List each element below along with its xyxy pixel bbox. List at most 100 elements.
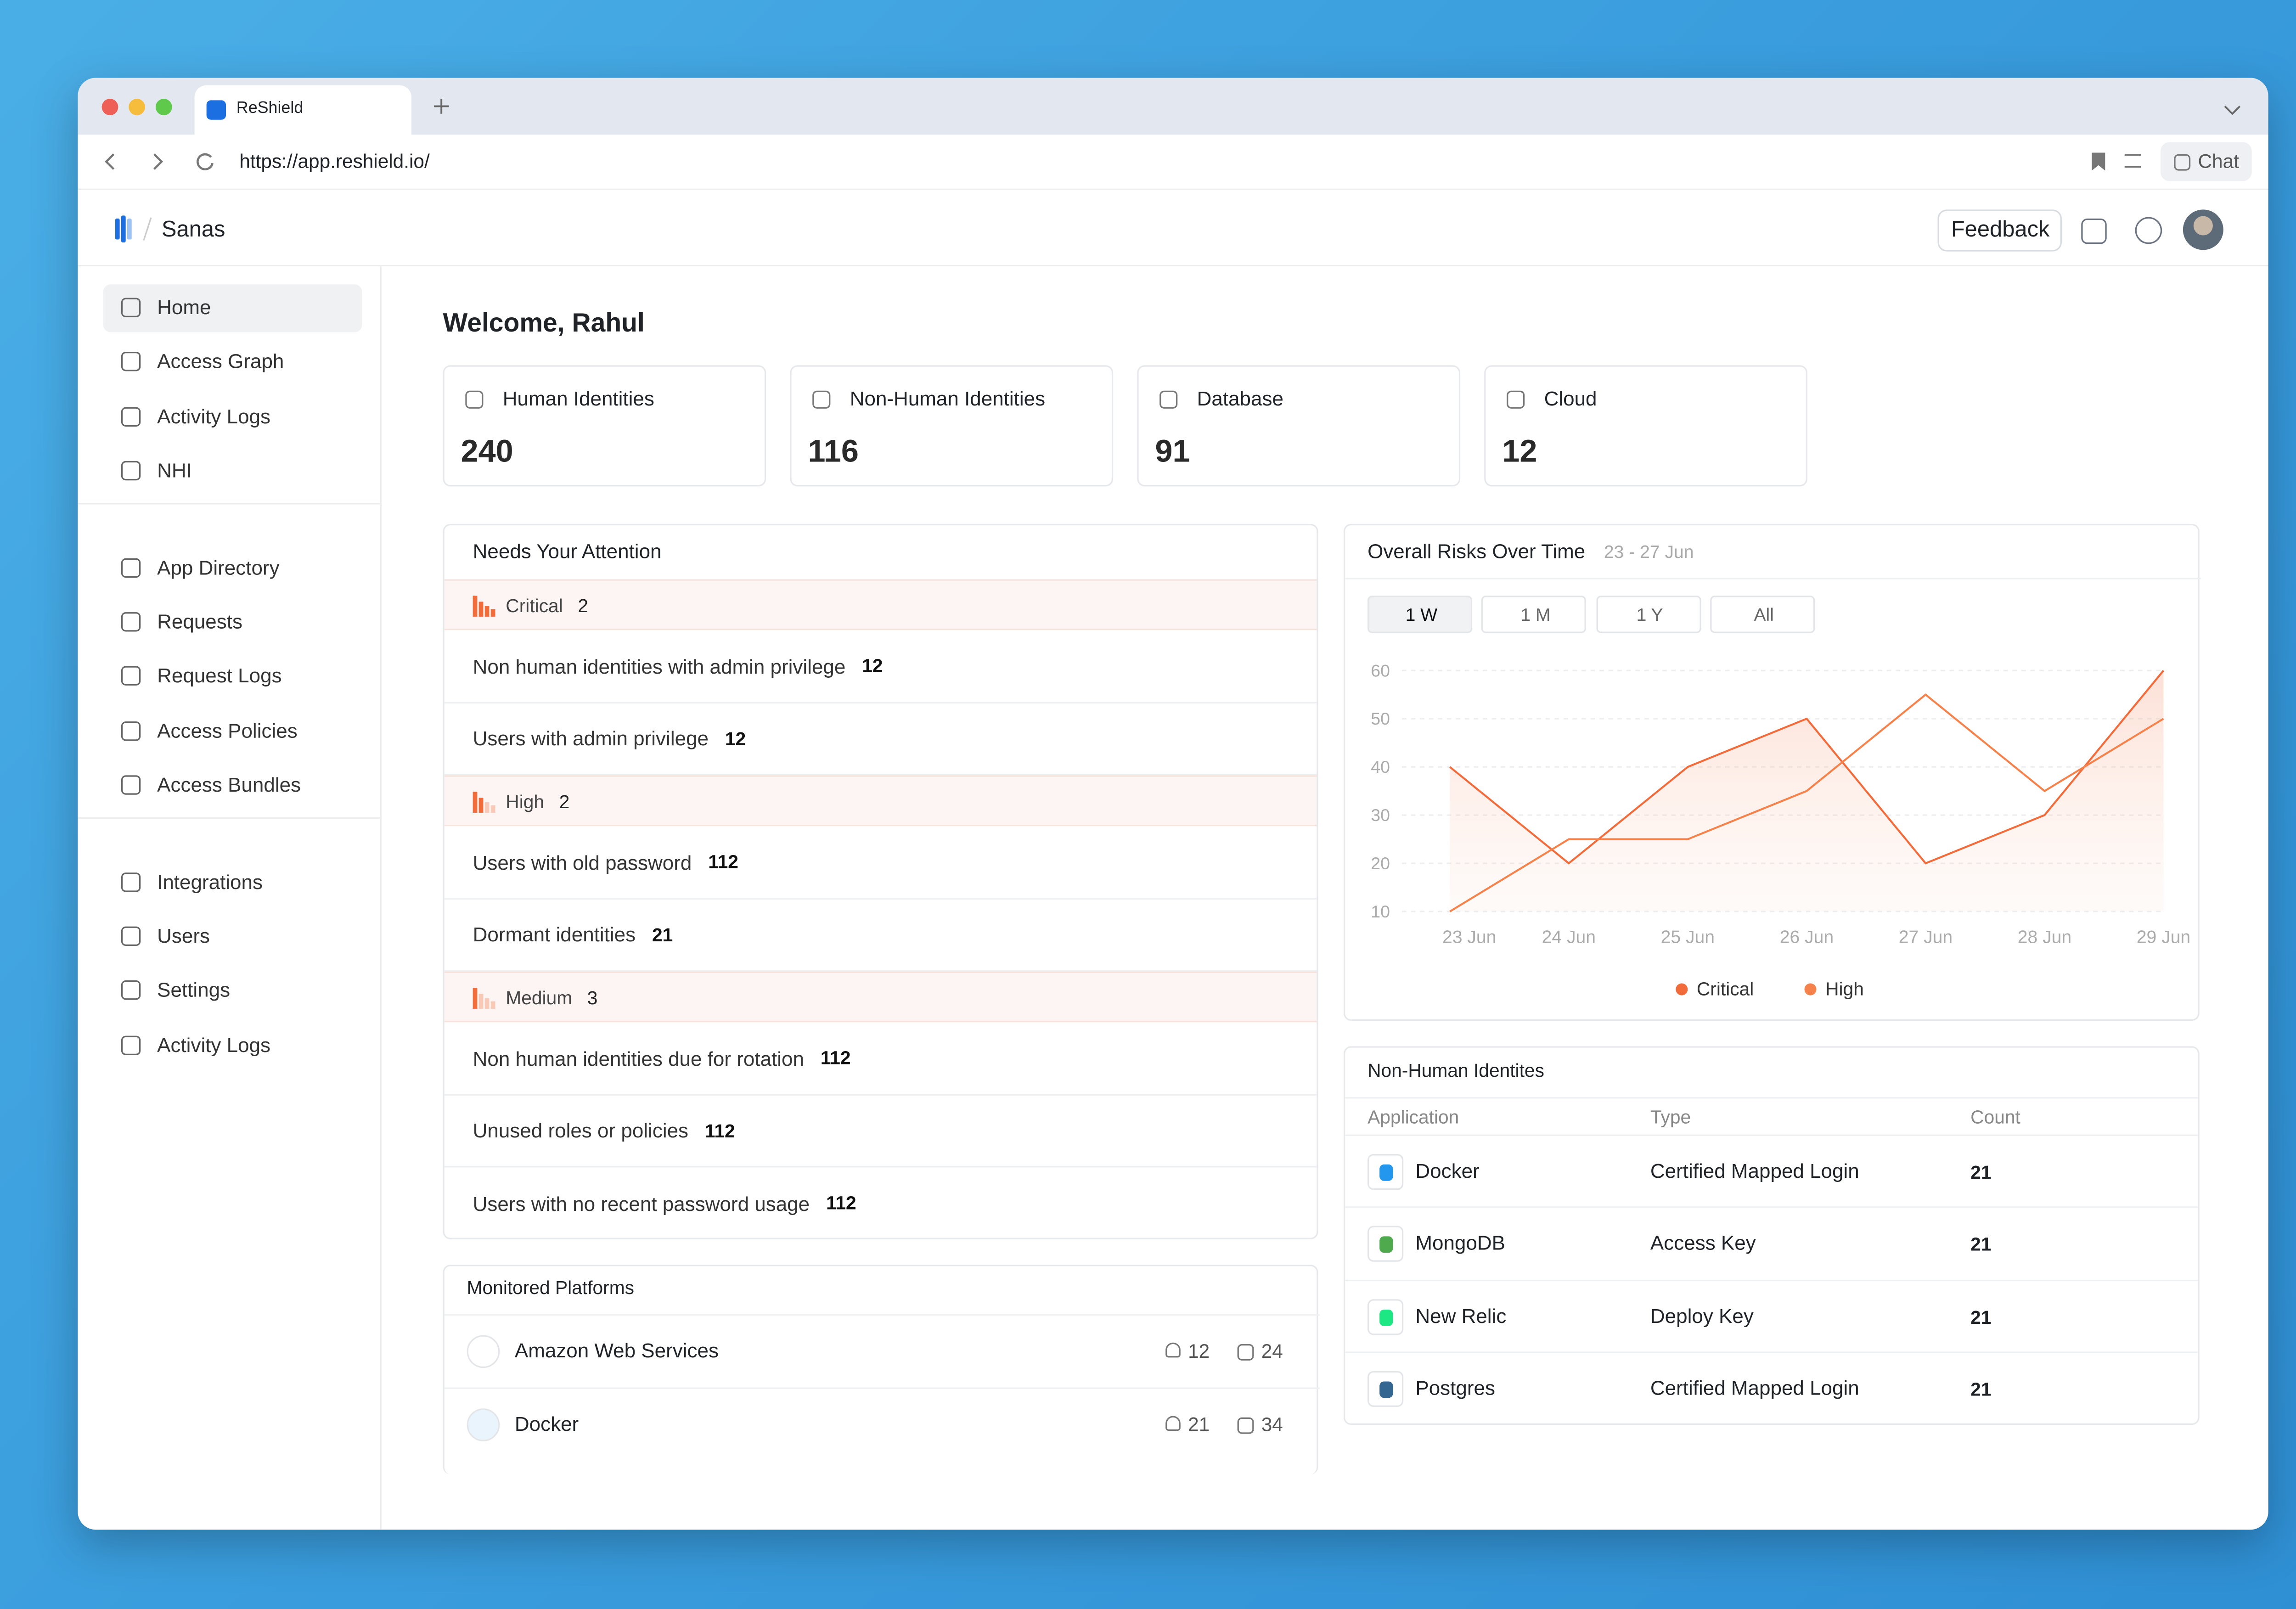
platform-row[interactable]: Docker 21 34	[444, 1386, 1320, 1459]
panel-title: Non-Human Identites	[1367, 1060, 1544, 1081]
range-label: 1 Y	[1636, 604, 1663, 625]
stat-value: 116	[808, 434, 859, 469]
icon[interactable]	[2081, 218, 2107, 244]
nav-label: Request Logs	[157, 665, 282, 688]
window-control[interactable]	[155, 99, 172, 115]
icon	[812, 390, 831, 409]
table-header: Application Type Count	[1345, 1097, 2198, 1136]
attention-label: Unused roles or policies	[473, 1120, 689, 1142]
feedback-button[interactable]: Feedback	[1937, 209, 2062, 252]
y-tick-label: 60	[1371, 661, 1390, 680]
nav-item[interactable]: Access Policies	[103, 708, 362, 755]
window-control[interactable]	[101, 99, 118, 115]
app-logo	[1367, 1226, 1404, 1263]
tab[interactable]: ReShield	[194, 85, 412, 135]
new-tab-button[interactable]	[431, 96, 452, 117]
severity-header: Medium 3	[444, 971, 1317, 1023]
nav-item[interactable]: Requests	[103, 599, 362, 647]
attention-row[interactable]: Users with admin privilege 12	[444, 703, 1317, 776]
range-button[interactable]: 1 W	[1367, 596, 1473, 633]
attention-count: 112	[704, 1120, 735, 1142]
nav-item[interactable]: Users	[103, 913, 362, 961]
table-row[interactable]: Postgres Certified Mapped Login 21	[1345, 1353, 2198, 1423]
logo-bar	[121, 215, 126, 243]
nav-button[interactable]	[102, 151, 123, 172]
panel-title: Monitored Platforms	[467, 1277, 635, 1299]
workspace-name[interactable]: Sanas	[161, 217, 225, 243]
icon	[121, 557, 141, 577]
table-row[interactable]: New Relic Deploy Key 21	[1345, 1281, 2198, 1354]
tab-menu[interactable]	[2223, 99, 2241, 115]
severity-icon	[478, 994, 483, 1009]
range-button[interactable]: All	[1710, 596, 1815, 633]
table-row[interactable]: MongoDB Access Key 21	[1345, 1209, 2198, 1281]
icon	[121, 721, 141, 741]
line	[1449, 693, 2164, 912]
chat-label: Chat	[2198, 150, 2239, 173]
icon	[121, 981, 141, 1001]
severity-icon	[490, 609, 495, 617]
window-control[interactable]	[129, 99, 146, 115]
logo-mark	[1379, 1164, 1393, 1181]
avatar[interactable]	[2183, 209, 2223, 250]
attention-text: Non human identities with admin privileg…	[473, 653, 1281, 680]
attention-count: 12	[862, 655, 883, 677]
app: Sanas Feedback Home Access Graph Activity Lo…	[78, 190, 2268, 1530]
severity-icon	[473, 988, 477, 1009]
nav-item[interactable]: App Directory	[103, 544, 362, 592]
attention-count: 112	[708, 851, 738, 873]
nav-item[interactable]: Access Graph	[103, 339, 362, 387]
bot-count: 24	[1261, 1339, 1283, 1362]
attention-label: Dormant identities	[473, 923, 636, 946]
logo-mark	[1379, 1382, 1393, 1398]
icon	[465, 390, 484, 409]
nav-label: App Directory	[157, 556, 280, 579]
logo-bar	[115, 218, 120, 240]
chat-button[interactable]: Chat	[2160, 142, 2252, 181]
nhi-table: Non-Human Identites Application Type Count D…	[1343, 1046, 2200, 1425]
nav-button[interactable]	[148, 151, 169, 172]
x-tick-label: 28 Jun	[2018, 927, 2071, 947]
icon	[121, 406, 141, 427]
nav-item[interactable]: Settings	[103, 968, 362, 1015]
nav-item[interactable]: Activity Logs	[103, 394, 362, 441]
severity-name: High	[506, 792, 545, 813]
severity-icon	[478, 798, 483, 813]
severity-icon	[484, 998, 489, 1009]
table-row[interactable]: Docker Certified Mapped Login 21	[1345, 1136, 2198, 1209]
nav-item[interactable]: NHI	[103, 448, 362, 495]
attention-row[interactable]: Users with no recent password usage 112	[445, 1167, 1317, 1238]
divider	[78, 502, 382, 504]
bookmark-icon[interactable]	[2092, 152, 2105, 171]
x-tick-label: 27 Jun	[1899, 927, 1953, 947]
attention-row[interactable]: Users with old password 112	[444, 826, 1317, 899]
nav-item[interactable]: Integrations	[103, 859, 362, 906]
attention-row[interactable]: Dormant identities 21	[444, 899, 1317, 972]
severity-icon	[478, 602, 483, 617]
platform-row[interactable]: Amazon Web Services 12 24	[444, 1314, 1320, 1387]
legend-label: High	[1825, 979, 1864, 1000]
stat-label: Database	[1197, 387, 1283, 410]
range-button[interactable]: 1 M	[1481, 596, 1587, 633]
range-label: 1 M	[1520, 604, 1551, 625]
url[interactable]: https://app.reshield.io/	[239, 150, 430, 173]
reload-button[interactable]	[195, 151, 216, 172]
range-button[interactable]: 1 Y	[1596, 596, 1701, 633]
severity-label: High 2	[506, 789, 805, 816]
icon	[121, 666, 141, 686]
nav-item[interactable]: Access Bundles	[103, 762, 362, 810]
attention-row[interactable]: Non human identities with admin privileg…	[444, 630, 1317, 703]
column-header: Application	[1367, 1107, 1459, 1128]
icon	[121, 1035, 141, 1055]
nav-item[interactable]: Request Logs	[103, 653, 362, 701]
attention-row[interactable]: Unused roles or policies 112	[444, 1095, 1317, 1168]
attention-row[interactable]: Non human identities due for rotation 112	[444, 1022, 1317, 1095]
x-tick-label: 26 Jun	[1780, 927, 1834, 947]
nav-label: Integrations	[157, 870, 263, 893]
attention-label: Non human identities with admin privileg…	[473, 655, 846, 677]
icon[interactable]	[2135, 217, 2162, 244]
severity-count: 2	[578, 596, 589, 617]
identity-count: 21	[1970, 1162, 1992, 1183]
nav-item[interactable]: Activity Logs	[103, 1022, 362, 1070]
nav-item[interactable]: Home	[103, 284, 362, 332]
